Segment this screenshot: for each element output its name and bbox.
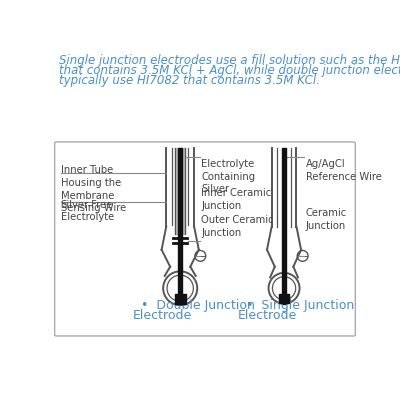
Text: typically use HI7082 that contains 3.5M KCl.: typically use HI7082 that contains 3.5M … <box>59 74 320 87</box>
Text: Inner Ceramic
Junction: Inner Ceramic Junction <box>201 188 271 211</box>
Text: that contains 3.5M KCl + AgCl, while double junction electrodes: that contains 3.5M KCl + AgCl, while dou… <box>59 64 400 77</box>
Text: Ceramic
Junction: Ceramic Junction <box>306 208 347 231</box>
Text: Electrode: Electrode <box>237 310 297 322</box>
Text: Outer Ceramic
Junction: Outer Ceramic Junction <box>201 215 274 238</box>
FancyBboxPatch shape <box>55 142 355 336</box>
Text: •  Double Junction: • Double Junction <box>142 299 255 312</box>
Text: Electrolyte
Containing
Silver: Electrolyte Containing Silver <box>201 159 255 194</box>
Text: •  Single Junction: • Single Junction <box>246 299 354 312</box>
Text: Single junction electrodes use a fill solution such as the HI7071: Single junction electrodes use a fill so… <box>59 54 400 67</box>
Text: Inner Tube
Housing the
Membrane
Sensing Wire: Inner Tube Housing the Membrane Sensing … <box>61 165 126 214</box>
Text: Ag/AgCl
Reference Wire: Ag/AgCl Reference Wire <box>306 159 382 182</box>
Text: Electrode: Electrode <box>133 310 192 322</box>
Text: Silver-Free
Electrolyte: Silver-Free Electrolyte <box>61 200 114 222</box>
